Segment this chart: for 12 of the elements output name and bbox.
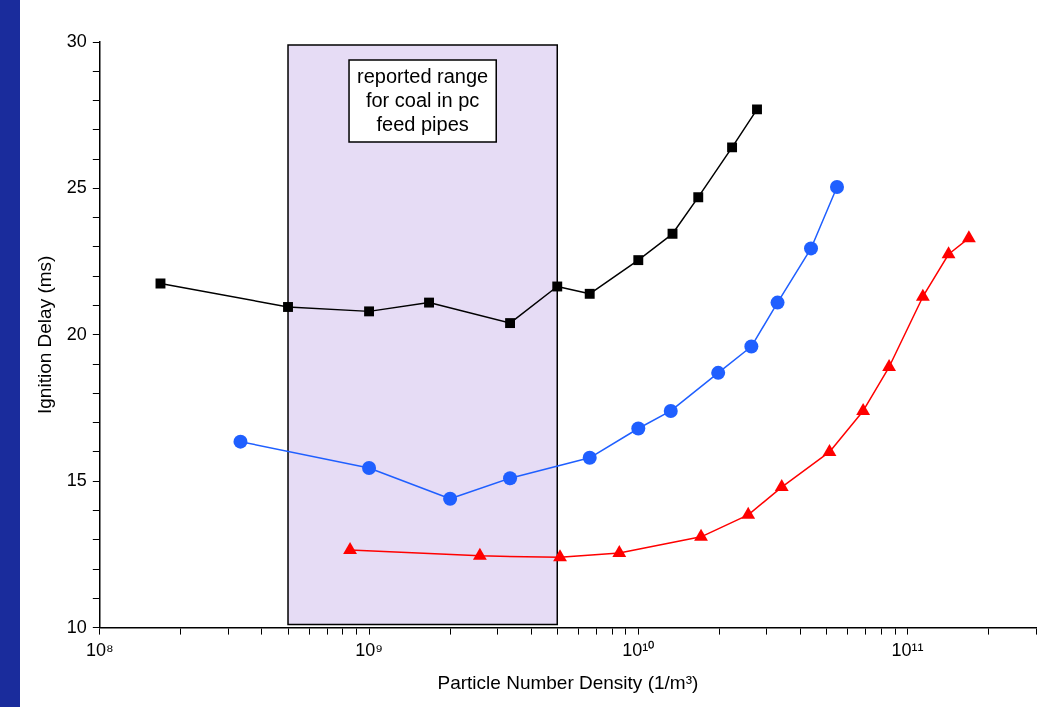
x-tick-label: 10¹¹: [891, 640, 924, 661]
x-tick-label: 10⁸: [86, 640, 114, 661]
x-axis-title: Particle Number Density (1/m³): [437, 671, 699, 693]
y-axis-title: Ignition Delay (ms): [33, 255, 55, 414]
y-tick-label: 10: [66, 616, 87, 637]
y-tick-label: 15: [66, 470, 87, 491]
y-tick-label: 30: [66, 30, 87, 51]
y-tick-label: 20: [66, 323, 87, 344]
x-tick-label: 10¹⁰: [622, 640, 655, 661]
band-label: reported range for coal in pc feed pipes: [357, 64, 489, 135]
x-tick-label: 10⁹: [355, 640, 383, 661]
y-tick-label: 25: [66, 177, 87, 198]
